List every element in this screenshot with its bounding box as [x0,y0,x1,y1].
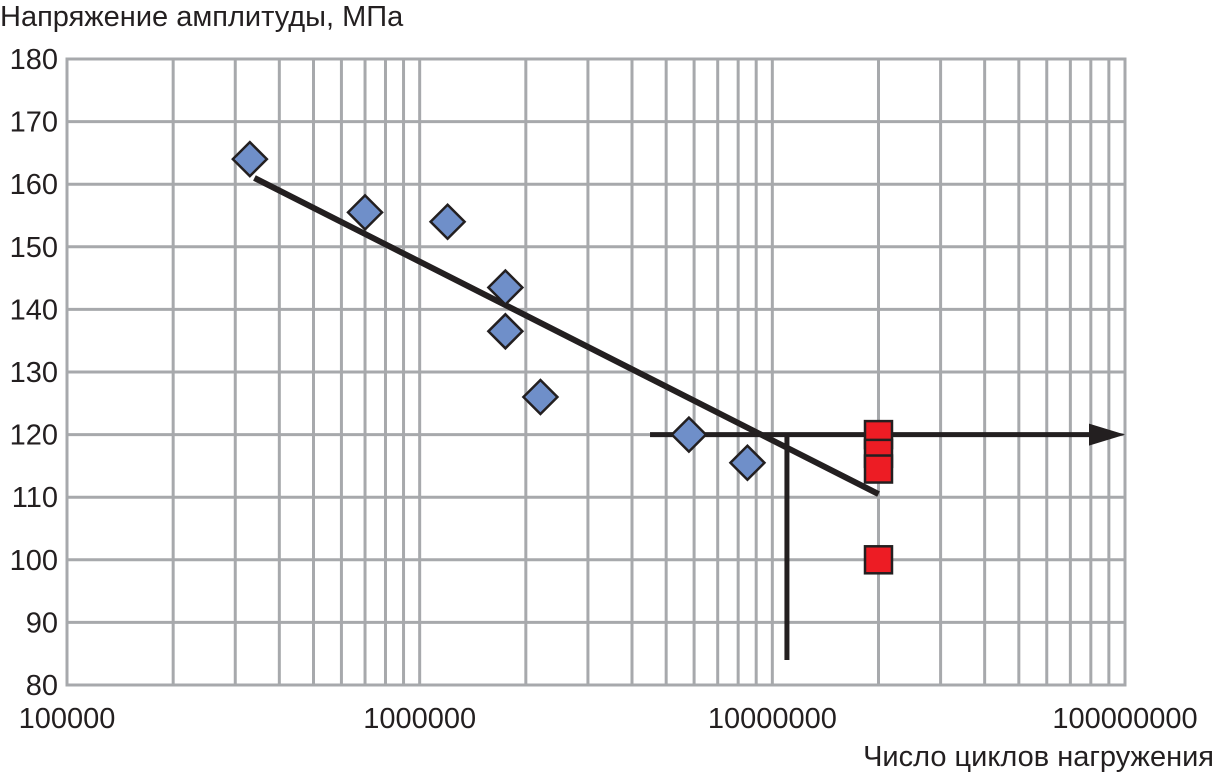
y-tick-label: 130 [10,357,58,389]
data-point-diamond [486,268,525,307]
grid [65,57,1125,687]
data-point-diamond [346,193,384,232]
data-point-diamond [728,444,767,482]
y-tick-label: 80 [26,670,58,702]
annotation-arrowhead [1089,423,1125,446]
x-tick-labels: 100000 1000000 10000000 100000000 [19,703,1198,735]
data-points [231,140,894,575]
plot-area-frame [65,57,1127,687]
x-tick-label: 1000000 [363,703,476,735]
data-point-diamond [231,140,269,178]
y-tick-label: 120 [10,420,58,452]
y-tick-label: 90 [26,607,58,639]
y-tick-label: 160 [10,169,58,201]
y-axis-label: Напряжение амплитуды, МПа [0,1,404,33]
x-tick-label: 100000000 [1052,703,1197,735]
data-point-square [863,454,894,484]
fit-line-layer [253,175,880,497]
y-tick-label: 170 [10,107,58,139]
x-tick-label: 10000000 [708,703,837,735]
y-tick-label: 110 [12,482,58,514]
data-point-square [863,545,894,575]
data-point-diamond [670,415,708,454]
data-point-diamond [428,202,467,241]
y-tick-label: 140 [10,294,58,326]
y-tick-label: 150 [10,232,58,264]
y-tick-label: 100 [10,545,58,577]
x-axis-label: Число циклов нагружения [863,741,1214,773]
x-tick-label: 100000 [19,703,116,735]
data-point-diamond [521,378,560,416]
y-tick-labels: 80 90 100 110 120 130 140 150 160 170 180 [10,44,58,702]
y-tick-label: 180 [10,44,58,76]
data-point-diamond [486,312,525,351]
fit-line [253,175,880,497]
